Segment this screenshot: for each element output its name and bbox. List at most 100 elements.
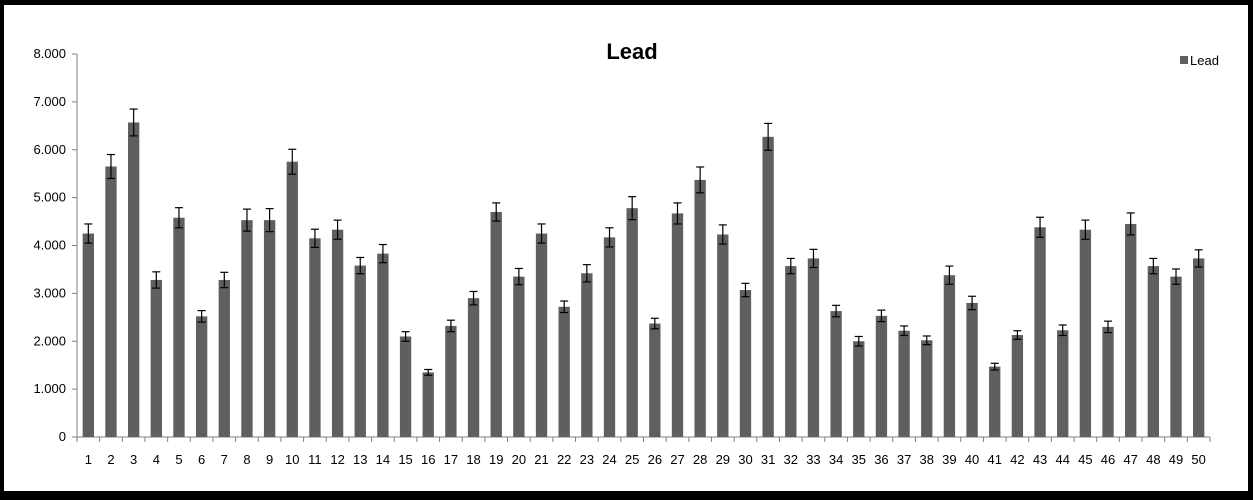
x-tick-label: 36 [874, 452, 888, 467]
bar [1170, 276, 1182, 437]
x-tick-label: 44 [1055, 452, 1069, 467]
x-tick-label: 30 [738, 452, 752, 467]
bar [943, 275, 956, 437]
bar [127, 122, 140, 438]
error-bar [945, 265, 954, 285]
error-bar [718, 224, 727, 245]
error-bar [1036, 216, 1045, 238]
error-bar [1013, 330, 1022, 340]
bar [173, 217, 185, 437]
bar [717, 234, 729, 437]
y-tick-label: 0 [59, 429, 66, 444]
x-tick-label: 3 [130, 452, 137, 467]
bar [649, 323, 661, 437]
bar [513, 276, 525, 437]
x-tick-label: 22 [557, 452, 571, 467]
bar [195, 316, 208, 437]
x-tick-label: 49 [1169, 452, 1183, 467]
x-tick-label: 43 [1033, 452, 1047, 467]
x-tick-label: 47 [1123, 452, 1137, 467]
bar [241, 220, 253, 437]
bar [399, 336, 412, 437]
error-bar [1126, 212, 1135, 236]
error-bar [1172, 268, 1181, 285]
x-tick-label: 50 [1191, 452, 1205, 467]
x-tick-label: 29 [716, 452, 730, 467]
x-tick-label: 40 [965, 452, 979, 467]
error-bar [378, 243, 387, 264]
x-tick-label: 13 [353, 452, 367, 467]
error-bar [446, 319, 455, 333]
legend-label: Lead [1190, 53, 1219, 68]
chart-title: Lead [606, 39, 657, 64]
bar [263, 220, 276, 437]
error-bar [832, 304, 841, 318]
error-bar [333, 219, 342, 240]
y-axis: 0 1.000 2.000 3.000 4.000 5.000 6.000 7.000 8.00… [33, 46, 78, 444]
x-tick-label: 41 [987, 452, 1001, 467]
error-bar [854, 335, 863, 347]
x-tick-label: 45 [1078, 452, 1092, 467]
x-tick-label: 23 [580, 452, 594, 467]
bar [581, 273, 593, 437]
x-tick-label: 32 [784, 452, 798, 467]
bar [1125, 223, 1137, 437]
error-bar [673, 202, 682, 225]
bar [150, 279, 162, 437]
bar [739, 290, 752, 437]
x-tick-label: 33 [806, 452, 820, 467]
bar [105, 166, 117, 437]
error-bar [514, 267, 523, 286]
bar [898, 330, 910, 437]
x-tick-label: 21 [534, 452, 548, 467]
error-bar [990, 362, 999, 371]
error-bar [220, 271, 229, 289]
error-bar [152, 271, 161, 289]
error-bar [764, 122, 773, 151]
bar [921, 340, 933, 437]
bar [989, 366, 1001, 437]
bar [830, 311, 842, 437]
error-bar [1104, 320, 1113, 334]
x-tick-label: 11 [308, 452, 322, 467]
error-bar [809, 248, 818, 269]
error-bar [424, 368, 433, 376]
error-bar [628, 196, 637, 221]
bar [445, 325, 457, 437]
x-tick-label: 1 [85, 452, 92, 467]
x-tick-label: 9 [266, 452, 273, 467]
error-bar [129, 108, 138, 137]
legend-swatch [1180, 56, 1188, 64]
x-axis: 1 2 3 4 5 6 7 8 9 10 11 12 13 14 15 16 17 18 19 20 21 22 23 24 2… [76, 436, 1211, 467]
x-tick-label: 19 [489, 452, 503, 467]
bar [785, 266, 797, 437]
bar [694, 179, 706, 437]
x-tick-label: 35 [852, 452, 866, 467]
bar [354, 265, 366, 437]
bar [1011, 335, 1024, 437]
bar [331, 229, 344, 437]
bar [490, 211, 502, 437]
bar [286, 161, 298, 437]
error-bar [696, 166, 705, 194]
x-tick-label: 25 [625, 452, 639, 467]
error-bar [1194, 249, 1203, 268]
x-tick-label: 24 [602, 452, 616, 467]
x-tick-label: 39 [942, 452, 956, 467]
bar [1102, 326, 1114, 437]
error-bar [174, 207, 183, 229]
bar [422, 372, 434, 437]
bar [853, 341, 865, 437]
error-bar [786, 257, 795, 275]
y-tick-label: 6.000 [33, 142, 66, 157]
x-tick-label: 38 [920, 452, 934, 467]
bars [82, 122, 1205, 438]
x-tick-label: 10 [285, 452, 299, 467]
error-bar [1149, 257, 1158, 275]
error-bar [469, 290, 478, 306]
x-tick-label: 14 [376, 452, 390, 467]
bar [377, 253, 389, 437]
y-tick-label: 4.000 [33, 238, 66, 253]
bar [467, 298, 480, 437]
x-tick-label: 18 [466, 452, 480, 467]
